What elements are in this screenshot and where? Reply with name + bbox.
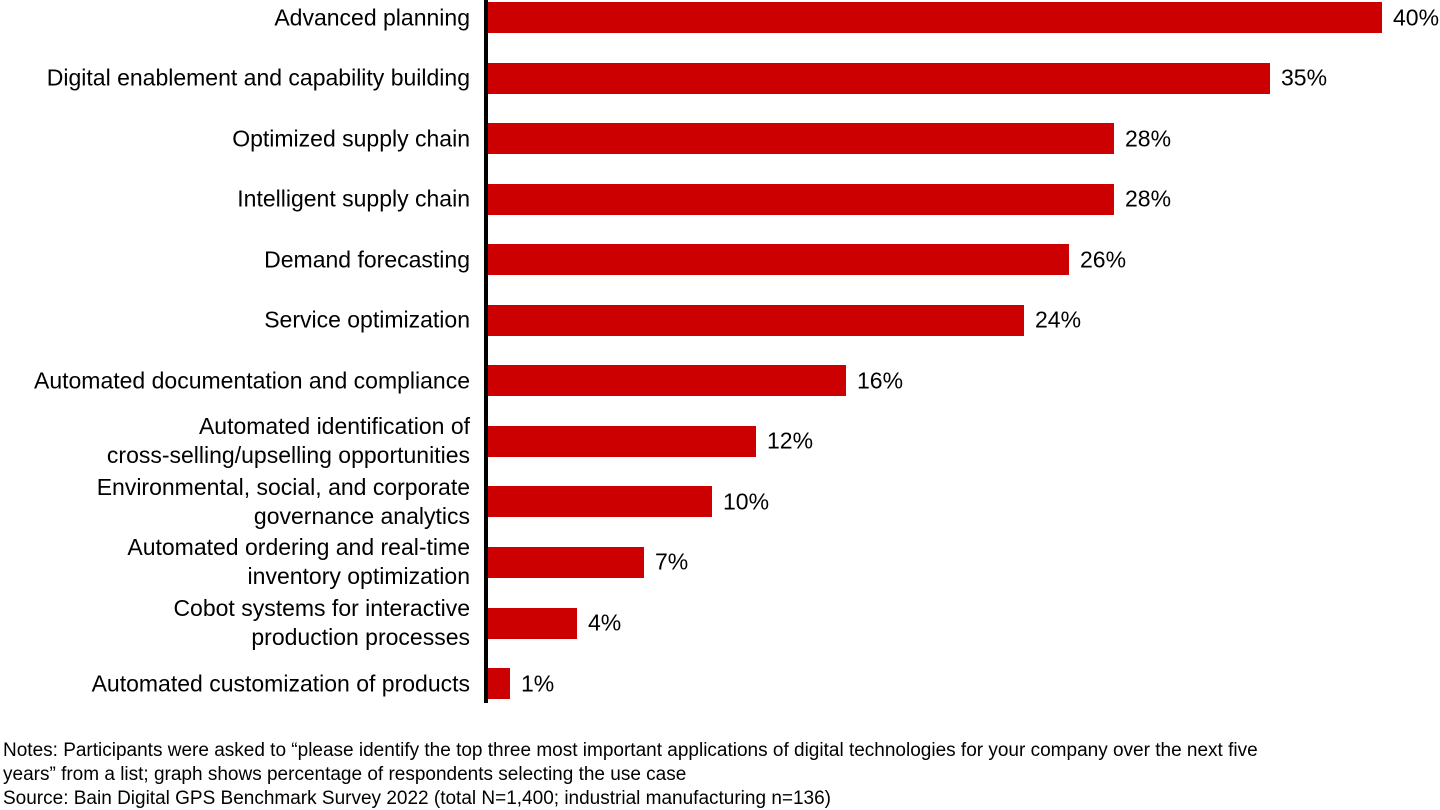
category-label: Demand forecasting: [264, 246, 470, 273]
y-axis-line: [484, 0, 488, 703]
bar: [488, 2, 1382, 33]
bar: [488, 304, 1024, 336]
category-label: Environmental, social, and corporate gov…: [96, 473, 470, 529]
category-label: Cobot systems for interactive production…: [173, 595, 470, 650]
value-label: 16%: [857, 367, 904, 394]
bar: [488, 365, 846, 397]
bar: [488, 546, 644, 578]
bar: [488, 123, 1114, 155]
notes-line-1: Notes: Participants were asked to “pleas…: [3, 740, 1258, 761]
value-label: 26%: [1080, 246, 1127, 273]
value-label: 4%: [588, 609, 622, 636]
bar: [488, 668, 510, 700]
category-label: Digital enablement and capability buildi…: [46, 64, 470, 91]
bar: [488, 425, 756, 457]
category-label: Service optimization: [264, 306, 470, 333]
category-label: Automated ordering and real-time invento…: [127, 534, 470, 590]
notes-line-2: years” from a list; graph shows percenta…: [3, 764, 687, 785]
chart-notes: Notes: Participants were asked to “pleas…: [3, 739, 1436, 810]
category-label: Automated customization of products: [91, 670, 470, 697]
value-label: 10%: [723, 488, 770, 515]
category-label: Optimized supply chain: [232, 125, 470, 152]
value-label: 28%: [1125, 185, 1172, 212]
value-label: 28%: [1125, 125, 1172, 152]
source-line: Source: Bain Digital GPS Benchmark Surve…: [3, 788, 832, 809]
bar: [488, 486, 712, 518]
bar: [488, 607, 577, 639]
bar-chart: Advanced planning 40% Digital enablement a…: [33, 0, 1440, 703]
value-label: 7%: [655, 548, 689, 575]
category-label: Intelligent supply chain: [237, 185, 470, 212]
value-label: 1%: [521, 670, 555, 697]
category-label: Advanced planning: [274, 4, 470, 30]
bar: [488, 62, 1270, 94]
bar: [488, 183, 1114, 215]
category-label: Automated documentation and compliance: [33, 367, 470, 394]
category-label: Automated identification of cross-sellin…: [106, 413, 470, 469]
value-label: 24%: [1035, 306, 1082, 333]
value-label: 12%: [767, 427, 814, 454]
bar: [488, 244, 1069, 276]
value-label: 40%: [1393, 4, 1440, 30]
value-label: 35%: [1281, 64, 1328, 91]
